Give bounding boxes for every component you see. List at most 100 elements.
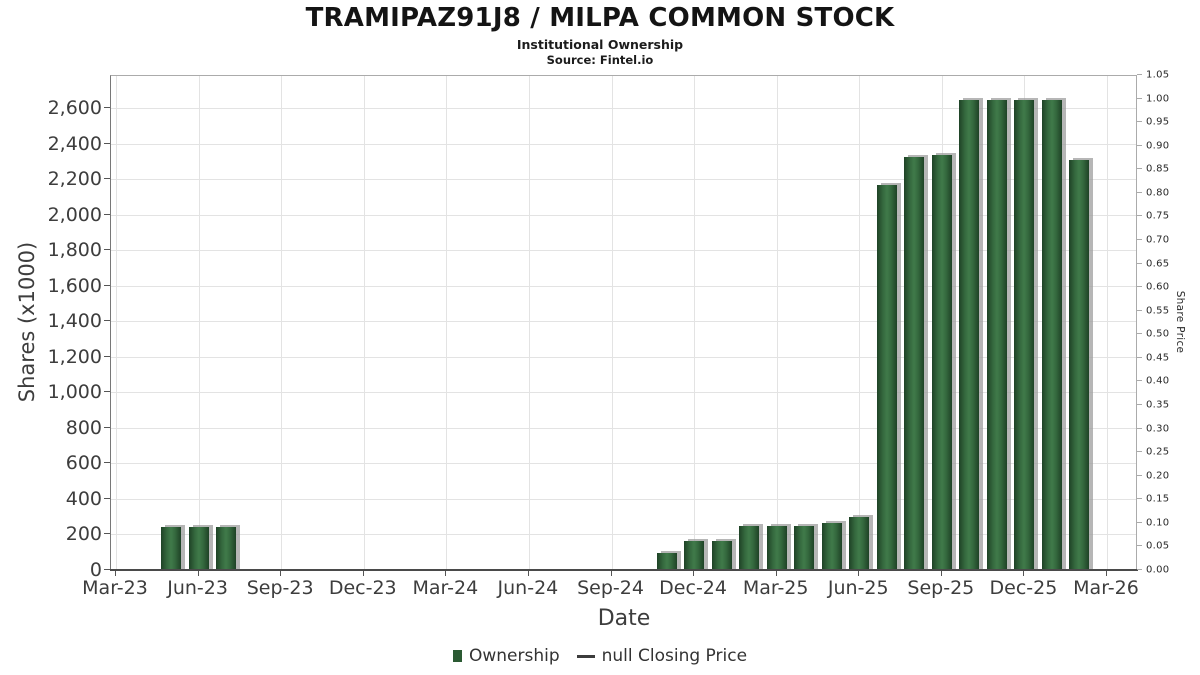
y-axis-tick-right xyxy=(1137,545,1142,547)
y-axis-tick-left xyxy=(104,142,110,144)
x-axis-tick xyxy=(527,571,529,576)
y-axis-tick-right xyxy=(1137,121,1142,123)
h-gridline xyxy=(111,285,1136,287)
v-gridline xyxy=(859,76,861,569)
y-axis-tick-label-left: 600 xyxy=(65,452,102,475)
h-gridline xyxy=(111,250,1136,252)
y-axis-tick-label-left: 1,600 xyxy=(47,274,102,297)
ownership-bar[interactable] xyxy=(216,527,237,569)
y-axis-tick-label-left: 200 xyxy=(65,523,102,546)
y-axis-tick-label-left: 1,400 xyxy=(47,310,102,333)
ownership-bar[interactable] xyxy=(1041,99,1062,569)
y-axis-tick-label-right: 0.95 xyxy=(1146,116,1170,128)
ownership-bar[interactable] xyxy=(849,517,870,569)
y-axis-tick-label-right: 0.65 xyxy=(1146,258,1170,270)
y-axis-tick-label-right: 0.00 xyxy=(1146,564,1170,576)
y-axis-tick-label-right: 0.20 xyxy=(1146,470,1170,482)
y-axis-tick-right xyxy=(1137,404,1142,405)
h-gridline xyxy=(111,463,1136,465)
y-axis-tick-right xyxy=(1137,168,1142,170)
y-axis-tick-right xyxy=(1137,498,1142,500)
x-axis-tick-label: Mar-26 xyxy=(1073,577,1139,599)
title-block: TRAMIPAZ91J8 / MILPA COMMON STOCK Instit… xyxy=(0,3,1200,68)
v-gridline xyxy=(116,76,117,569)
h-gridline xyxy=(111,392,1136,394)
legend-label-ownership: Ownership xyxy=(468,646,560,666)
y-axis-tick-left xyxy=(104,107,110,108)
y-axis-tick-label-right: 0.15 xyxy=(1146,493,1170,505)
ownership-bar[interactable] xyxy=(959,99,980,569)
y-axis-tick-label-left: 2,600 xyxy=(47,97,102,119)
x-axis-tick xyxy=(858,571,860,576)
x-axis-tick-label: Dec-24 xyxy=(659,577,727,599)
chart-source: Source: Fintel.io xyxy=(546,53,654,68)
h-gridline xyxy=(111,321,1136,323)
y-axis-tick-label-right: 0.55 xyxy=(1146,305,1170,317)
x-axis-tick xyxy=(197,571,199,576)
x-axis-tick xyxy=(1023,571,1025,576)
y-axis-tick-left xyxy=(104,249,110,251)
v-gridline xyxy=(694,76,696,569)
y-axis-tick-label-left: 2,200 xyxy=(47,168,102,191)
x-axis-tick-label: Dec-23 xyxy=(328,577,397,599)
x-axis-tick xyxy=(693,571,695,576)
y-axis-tick-left xyxy=(104,533,110,535)
y-axis-tick-left xyxy=(104,178,110,180)
chart-title: TRAMIPAZ91J8 / MILPA COMMON STOCK xyxy=(305,3,895,33)
x-axis-tick-label: Mar-24 xyxy=(412,577,479,599)
x-axis-tick xyxy=(445,571,447,576)
ownership-bar[interactable] xyxy=(161,527,182,569)
y-axis-tick-right xyxy=(1137,191,1142,193)
y-axis-tick-right xyxy=(1137,380,1142,382)
y-axis-tick-right xyxy=(1137,474,1142,476)
v-gridline xyxy=(446,76,448,569)
x-axis-tick-label: Dec-25 xyxy=(989,577,1058,599)
x-axis-tick-label: Sep-25 xyxy=(907,577,975,599)
ownership-bar[interactable] xyxy=(876,185,897,569)
ownership-bar[interactable] xyxy=(739,526,760,569)
x-axis-tick xyxy=(775,571,777,576)
y-axis-tick-label-left: 1,800 xyxy=(47,239,102,262)
y-axis-tick-left xyxy=(104,462,110,464)
y-axis-tick-label-right: 0.40 xyxy=(1146,375,1170,387)
ownership-bar[interactable] xyxy=(684,540,705,569)
y-axis-tick-right xyxy=(1137,286,1142,288)
x-axis-label: Date xyxy=(597,606,651,631)
h-gridline xyxy=(111,143,1136,145)
ownership-bar[interactable] xyxy=(656,553,677,569)
ownership-bar[interactable] xyxy=(931,154,952,569)
y-axis-tick-label-right: 0.10 xyxy=(1146,517,1170,529)
y-axis-tick-label-right: 0.25 xyxy=(1146,446,1170,458)
x-axis-tick-label: Jun-24 xyxy=(497,577,559,599)
y-axis-tick-label-right: 0.30 xyxy=(1146,423,1170,435)
x-axis-tick-label: Sep-23 xyxy=(246,577,314,599)
ownership-legend-swatch-icon xyxy=(452,650,462,662)
y-axis-tick-right xyxy=(1137,239,1142,240)
ownership-bar[interactable] xyxy=(904,156,925,569)
y-axis-tick-right xyxy=(1137,97,1142,99)
y-axis-tick-label-right: 0.50 xyxy=(1146,328,1170,340)
y-axis-tick-right xyxy=(1137,262,1142,264)
ownership-bar[interactable] xyxy=(711,540,732,569)
y-axis-tick-left xyxy=(104,569,110,570)
h-gridline xyxy=(111,427,1136,429)
y-axis-tick-right xyxy=(1137,333,1142,335)
x-axis-tick xyxy=(610,571,612,576)
y-axis-tick-label-right: 0.05 xyxy=(1146,540,1170,552)
ownership-bar[interactable] xyxy=(794,526,815,569)
ownership-bar[interactable] xyxy=(821,522,842,569)
closing-price-legend-line-icon xyxy=(576,654,595,658)
x-axis-tick-label: Mar-25 xyxy=(742,577,809,599)
v-gridline xyxy=(198,76,200,569)
ownership-bar[interactable] xyxy=(766,526,787,569)
y-axis-tick-label-left: 2,400 xyxy=(47,132,102,155)
y-axis-tick-label-left: 0 xyxy=(89,559,102,581)
y-axis-tick-label-right: 0.75 xyxy=(1146,210,1170,222)
ownership-bar[interactable] xyxy=(1014,99,1035,569)
h-gridline xyxy=(111,179,1136,181)
ownership-bar[interactable] xyxy=(188,527,209,569)
ownership-bar[interactable] xyxy=(1069,160,1090,569)
y-axis-tick-right xyxy=(1137,74,1142,75)
ownership-bar[interactable] xyxy=(986,99,1007,569)
